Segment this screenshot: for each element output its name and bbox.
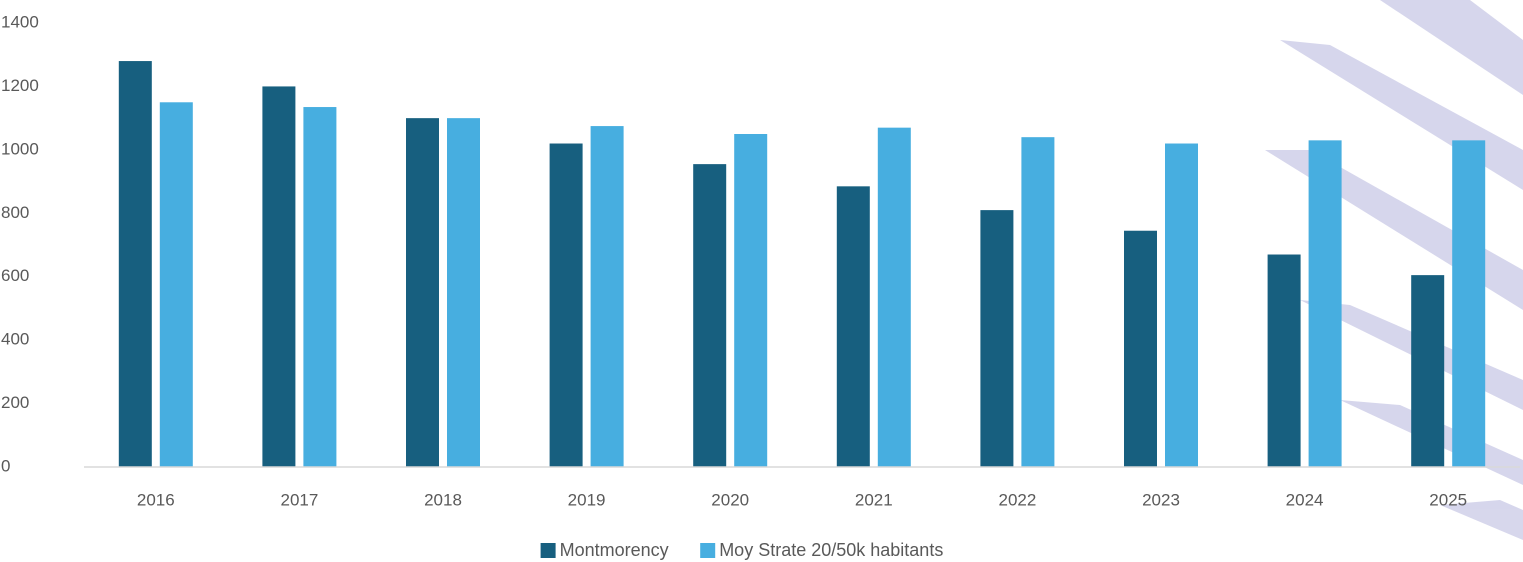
bar [303,107,337,468]
legend-label: Moy Strate 20/50k habitants [719,540,943,560]
bar [1411,275,1445,467]
bar [1021,137,1055,467]
x-tick-label: 2021 [855,490,893,509]
x-tick-label: 2018 [424,490,462,509]
y-tick-label: 600 [1,266,29,285]
legend-swatch [700,543,716,558]
y-tick-label: 200 [1,393,29,412]
bar [980,210,1014,467]
bar [549,143,583,467]
y-tick-label: 1200 [1,76,39,95]
x-tick-label: 2024 [1286,490,1324,509]
bar [1124,230,1157,467]
bar [734,134,768,467]
x-tick-label: 2025 [1429,490,1467,509]
bar [1452,140,1486,468]
x-tick-label: 2016 [137,490,175,509]
x-tick-label: 2019 [568,490,606,509]
bar [1165,143,1198,467]
bar [836,186,870,468]
y-tick-label: 1400 [1,12,39,31]
y-tick-label: 800 [1,203,29,222]
legend-swatch [540,543,556,558]
bar [262,86,296,467]
bar [877,127,911,468]
bar [406,118,439,468]
legend-label: Montmorency [560,540,669,560]
x-tick-label: 2023 [1142,490,1180,509]
bar [447,118,480,468]
x-tick-label: 2020 [711,490,749,509]
x-tick-label: 2022 [998,490,1036,509]
bar [1267,254,1301,467]
y-tick-label: 1000 [1,139,39,158]
bar [1308,140,1342,468]
y-tick-label: 400 [1,330,29,349]
plot-area: 0 200 400 600 800 1000 1200 1400 2016 2017 2018 201… [1,12,1520,560]
bar [590,126,624,468]
y-tick-label: 0 [1,456,10,475]
bar [159,102,193,468]
bar [118,61,152,468]
bar [693,164,727,467]
x-tick-label: 2017 [280,490,318,509]
